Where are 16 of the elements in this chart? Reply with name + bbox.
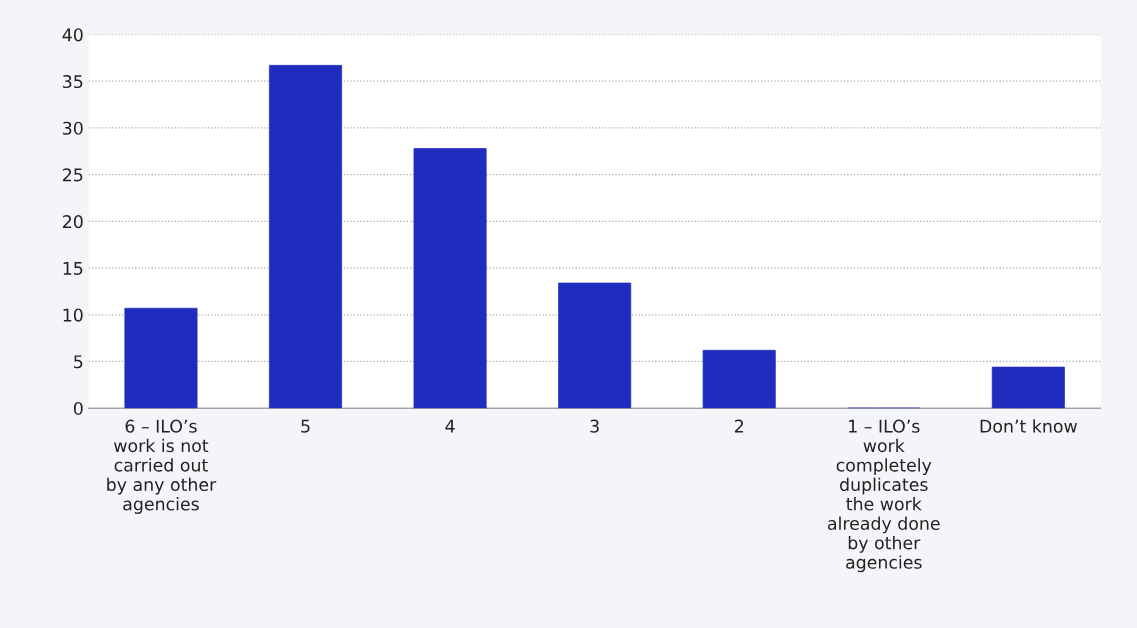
y-tick-label: 40 (62, 28, 83, 42)
y-tick-label: 30 (63, 121, 83, 135)
x-tick-label: 4 (445, 419, 455, 433)
x-tick-label: 5 (301, 419, 310, 433)
x-tick-label: 3 (590, 419, 599, 433)
x-tick-label: 6 – ILO’s work is not carried out by any other agencies (107, 419, 217, 514)
x-tick-label: 2 (734, 419, 743, 433)
y-tick-label: 15 (63, 262, 83, 275)
y-tick-label: 20 (63, 215, 83, 229)
y-tick-label: 35 (63, 74, 83, 89)
y-tick-label: 10 (63, 308, 83, 322)
y-tick-label: 25 (63, 168, 83, 182)
y-tick-label: 5 (74, 355, 83, 369)
y-tick-label: 0 (73, 401, 83, 416)
x-tick-label: Don’t know (980, 419, 1077, 433)
x-tick-label: 1 – ILO’s work completely duplicates the work already done by other agencies (827, 419, 940, 573)
